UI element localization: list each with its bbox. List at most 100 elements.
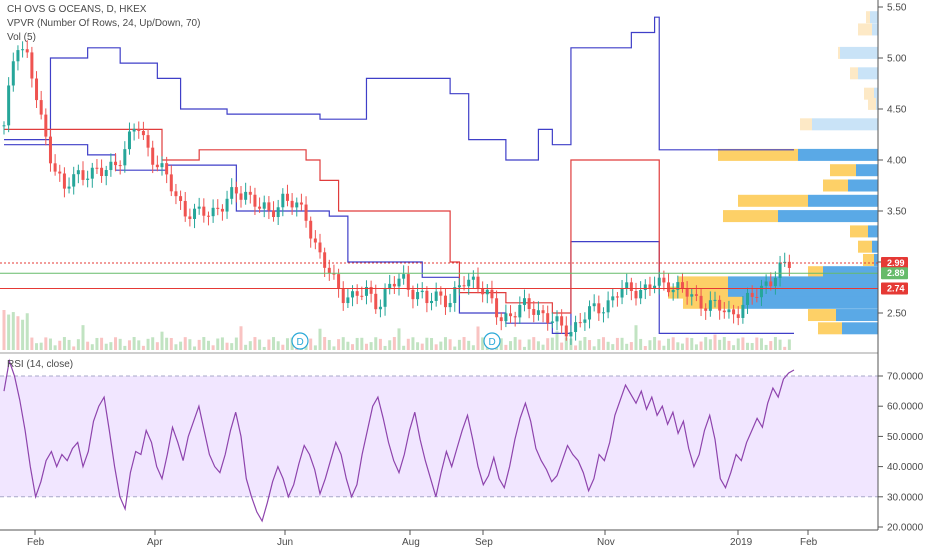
candle-body: [597, 303, 601, 314]
candle-body: [560, 316, 564, 326]
volume-bar: [11, 312, 15, 350]
candles: [2, 40, 791, 345]
volume-profile-bar-down: [874, 87, 878, 100]
volume-bar: [588, 340, 592, 350]
candle-body: [574, 322, 578, 332]
volume-bar: [787, 339, 791, 350]
candle-body: [383, 289, 387, 307]
dividend-marker: [483, 332, 501, 350]
price-axis-tick-label: 5.00: [887, 54, 907, 65]
volume-bar: [560, 342, 564, 350]
volume-bar: [388, 340, 392, 350]
volume-bar: [183, 337, 187, 350]
candle-body: [230, 187, 234, 199]
volume-bar: [629, 342, 633, 350]
volume-bar: [160, 331, 164, 350]
candle-body: [160, 163, 164, 168]
volume-profile-bar-down: [870, 11, 878, 24]
volume-profile-bar-up: [858, 240, 872, 253]
volume-profile-bar-up: [838, 46, 840, 59]
candle-body: [471, 276, 475, 280]
volume-bar: [67, 339, 71, 350]
chart-title: CH OVS G OCEANS, D, HKEX: [7, 4, 147, 15]
candle-body: [513, 316, 517, 318]
volume-bar: [722, 337, 726, 350]
candle-body: [639, 290, 643, 299]
candle-body: [690, 294, 694, 297]
volume-bar: [58, 340, 62, 350]
candle-body: [541, 310, 545, 314]
candle-body: [327, 267, 331, 274]
volume-bar: [550, 337, 554, 350]
volume-bar: [727, 340, 731, 350]
volume-bar: [546, 338, 550, 350]
volume-bar: [169, 338, 173, 350]
candle-body: [81, 170, 85, 180]
volume-bar: [662, 345, 666, 350]
candle-body: [499, 317, 503, 322]
candle-body: [588, 306, 592, 320]
volume-bar: [369, 342, 373, 350]
candle-body: [606, 300, 610, 313]
volume-profile-bar-up: [668, 286, 728, 299]
volume-profile-bar-up: [858, 23, 872, 36]
volume-bar: [244, 344, 248, 350]
candle-body: [490, 289, 494, 299]
volume-bar: [179, 341, 183, 350]
candle-body: [518, 304, 522, 318]
candle-body: [467, 279, 471, 287]
overlay-line-red: [4, 128, 660, 314]
volume-bar: [467, 340, 471, 350]
volume-bar: [155, 342, 159, 350]
volume-bar: [239, 326, 243, 350]
candle-body: [481, 288, 485, 295]
volume-bar: [262, 346, 266, 350]
volume-bar: [220, 337, 224, 350]
candle-body: [323, 252, 327, 268]
volume-bar: [667, 338, 671, 350]
candle-body: [267, 202, 271, 211]
volume-bar: [313, 345, 317, 350]
time-axis-tick-label: Apr: [147, 537, 163, 548]
candle-body: [304, 204, 308, 221]
candle-body: [58, 171, 62, 174]
volume-bar: [109, 342, 113, 350]
volume-bar: [44, 337, 48, 350]
candle-body: [448, 302, 452, 308]
candle-body: [53, 163, 57, 172]
candle-body: [388, 283, 392, 290]
rsi-panel[interactable]: [0, 358, 878, 523]
volume-bar: [504, 344, 508, 350]
price-tag-label: 2.74: [887, 284, 905, 294]
volume-bar: [21, 319, 25, 350]
candle-body: [583, 319, 587, 323]
candle-body: [197, 206, 201, 209]
candle-body: [592, 303, 596, 307]
volume-bar: [555, 331, 559, 350]
price-level-lines: [0, 262, 878, 290]
candle-body: [369, 286, 373, 294]
dividend-marker-label: D: [489, 337, 496, 348]
volume-profile-bar-up: [818, 322, 842, 335]
price-axis-tick-label: 2.50: [887, 309, 907, 320]
candle-body: [699, 295, 703, 309]
volume-bar: [211, 345, 215, 350]
price-tag-label: 2.99: [887, 258, 905, 268]
candle-body: [727, 309, 731, 313]
price-tag: 2.89: [881, 267, 908, 280]
candle-body: [216, 207, 220, 209]
candle-body: [406, 274, 410, 290]
volume-bar: [62, 337, 66, 350]
volume-profile-bar-down: [872, 240, 878, 253]
volume-bar: [332, 346, 336, 350]
candle-body: [420, 290, 424, 293]
candle-body: [625, 282, 629, 289]
volume-bar: [420, 343, 424, 350]
volume-bars: [2, 310, 791, 350]
volume-profile-bar-down: [874, 253, 878, 266]
volume-bar: [676, 342, 680, 350]
volume-bar: [165, 337, 169, 350]
price-tag-box: [881, 257, 908, 270]
volume-bar: [653, 337, 657, 350]
